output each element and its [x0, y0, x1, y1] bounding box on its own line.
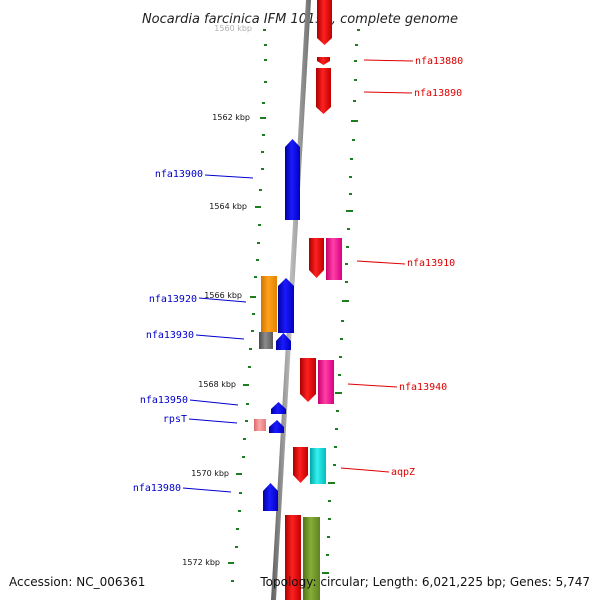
leader-line-nfa13940 — [347, 383, 398, 388]
gene-feature-aqpZ[interactable] — [310, 448, 326, 484]
leader-line-nfa13930 — [195, 334, 245, 340]
gene-feature-nfa13910[interactable] — [309, 238, 324, 278]
topology-text: Topology: circular; Length: 6,021,225 bp… — [259, 575, 590, 589]
gene-feature-nfa13940[interactable] — [300, 358, 316, 402]
gene-label-nfa13910[interactable]: nfa13910 — [407, 258, 455, 269]
gene-feature-red-top[interactable] — [317, 0, 332, 45]
gene-feature-nfa13920-orange[interactable] — [261, 276, 277, 332]
gene-feature-nfa13980[interactable] — [263, 483, 278, 511]
gene-label-nfa13920[interactable]: nfa13920 — [149, 294, 197, 305]
kbp-label-1564: 1564 kbp — [209, 202, 247, 211]
gene-label-nfa13980[interactable]: nfa13980 — [133, 483, 181, 494]
leader-line-nfa13980 — [182, 487, 232, 493]
gene-feature-nfa13920[interactable] — [278, 278, 294, 333]
gene-feature-nfa13930[interactable] — [276, 333, 291, 350]
leader-line-nfa13910 — [356, 260, 406, 265]
gene-feature-olive-bottom[interactable] — [303, 517, 320, 600]
gene-label-nfa13940[interactable]: nfa13940 — [399, 382, 447, 393]
left-tick-ring — [228, 29, 267, 582]
leader-line-nfa13880 — [363, 59, 414, 62]
leader-line-nfa13950 — [189, 399, 239, 406]
gene-feature-nfa13890[interactable] — [316, 68, 331, 114]
gene-feature-nfa13910b[interactable] — [326, 238, 342, 280]
gene-feature-rpsT[interactable] — [269, 420, 284, 433]
kbp-label-1570: 1570 kbp — [191, 469, 229, 478]
gene-label-nfa13950[interactable]: nfa13950 — [140, 395, 188, 406]
kbp-label-1572: 1572 kbp — [182, 558, 220, 567]
leader-line-nfa13900 — [204, 174, 254, 179]
gene-label-nfa13890[interactable]: nfa13890 — [414, 88, 462, 99]
gene-label-nfa13880[interactable]: nfa13880 — [415, 56, 463, 67]
gene-label-rpsT[interactable]: rpsT — [163, 414, 187, 425]
gene-feature-red-bottom[interactable] — [285, 515, 301, 600]
kbp-label-1566: 1566 kbp — [204, 291, 242, 300]
kbp-label-1560: 1560 kbp — [214, 24, 252, 33]
genome-title: Nocardia farcinica IFM 10152, complete g… — [142, 12, 458, 27]
gene-feature-nfa13950[interactable] — [271, 402, 286, 414]
gene-feature-rpsT-salmon[interactable] — [254, 419, 266, 431]
leader-line-rpsT — [188, 418, 238, 424]
kbp-label-1568: 1568 kbp — [198, 380, 236, 389]
leader-line-nfa13920 — [198, 297, 247, 303]
leader-line-aqpZ — [340, 467, 390, 473]
right-tick-ring — [322, 29, 360, 574]
gene-feature-nfa13880[interactable] — [317, 57, 330, 65]
leader-line-nfa13890 — [363, 91, 413, 94]
kbp-label-1562: 1562 kbp — [212, 113, 250, 122]
gene-feature-nfa13930-gray[interactable] — [259, 332, 273, 349]
gene-feature-red-pre-aqpz[interactable] — [293, 447, 308, 483]
gene-label-nfa13930[interactable]: nfa13930 — [146, 330, 194, 341]
gene-feature-nfa13900[interactable] — [285, 139, 300, 220]
gene-label-aqpZ[interactable]: aqpZ — [391, 467, 415, 478]
gene-label-nfa13900[interactable]: nfa13900 — [155, 169, 203, 180]
accession-text: Accession: NC_006361 — [9, 575, 145, 589]
gene-feature-nfa13940b[interactable] — [318, 360, 334, 404]
